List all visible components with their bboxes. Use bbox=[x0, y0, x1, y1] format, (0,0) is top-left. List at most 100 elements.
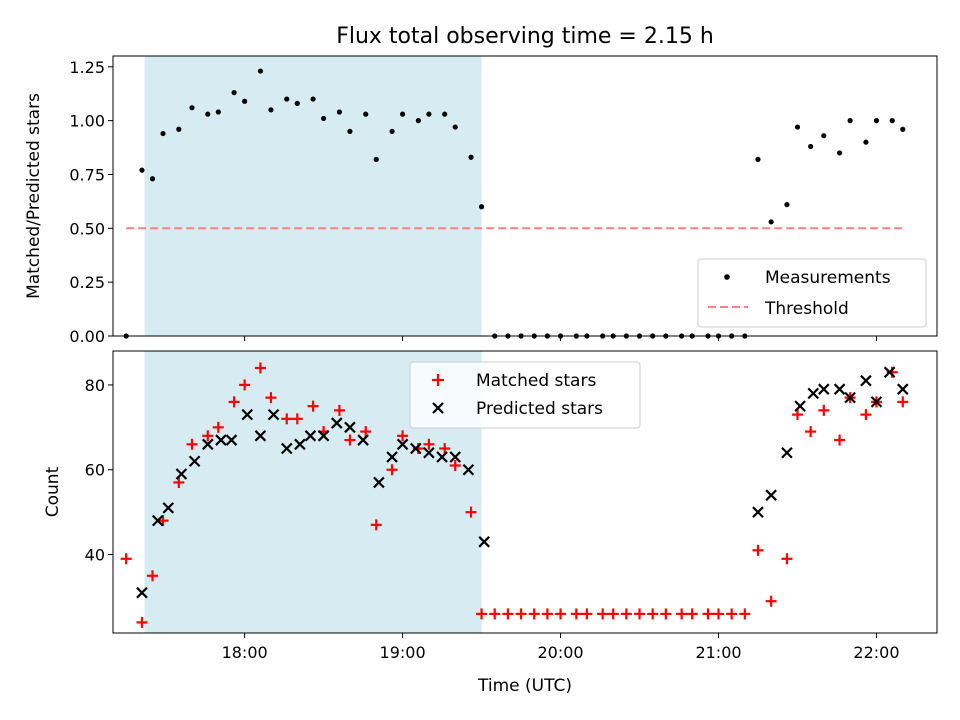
matched-star-point bbox=[515, 608, 527, 620]
top-ytick-label: 0.25 bbox=[69, 273, 105, 292]
predicted-star-point bbox=[818, 383, 830, 395]
predicted-star-point bbox=[162, 502, 175, 514]
legend-predicted-marker bbox=[432, 402, 444, 414]
top-marks bbox=[123, 68, 906, 339]
matched-star-point bbox=[307, 400, 319, 412]
matched-star-point bbox=[739, 608, 751, 620]
bottom-xtick-label: 20:00 bbox=[537, 643, 583, 662]
matched-star-point bbox=[752, 544, 764, 556]
measurement-point bbox=[863, 139, 869, 145]
top-ytick-label: 1.25 bbox=[69, 58, 105, 77]
predicted-star-point bbox=[254, 430, 267, 442]
legend-matched-label: Matched stars bbox=[476, 371, 596, 391]
measurement-point bbox=[415, 118, 421, 124]
predicted-star-point bbox=[201, 438, 214, 451]
matched-star-point bbox=[597, 608, 609, 620]
predicted-star-point bbox=[215, 434, 227, 446]
matched-star-point bbox=[781, 553, 793, 565]
matched-star-point bbox=[676, 608, 688, 620]
matched-star-point bbox=[712, 608, 724, 620]
predicted-star-point bbox=[436, 451, 448, 463]
matched-star-point bbox=[291, 413, 303, 425]
matched-star-point bbox=[834, 434, 846, 446]
measurement-point bbox=[321, 115, 327, 122]
bottom-xticks: 18:00 19:00 20:00 21:00 22:00 bbox=[222, 633, 900, 662]
matched-star-point bbox=[791, 409, 803, 421]
measurement-point bbox=[336, 109, 343, 115]
measurement-point bbox=[478, 204, 485, 210]
measurement-point bbox=[426, 111, 432, 117]
legend-predicted-label: Predicted stars bbox=[476, 399, 603, 419]
matched-star-point bbox=[897, 396, 909, 408]
bottom-legend: Matched stars Predicted stars bbox=[409, 361, 641, 429]
measurement-point bbox=[160, 130, 166, 137]
bottom-ytick-label: 40 bbox=[85, 546, 105, 565]
measurement-point bbox=[768, 219, 774, 225]
matched-star-point bbox=[581, 608, 593, 620]
top-ytick-label: 0.75 bbox=[69, 165, 105, 184]
measurement-point bbox=[215, 109, 221, 115]
matched-star-point bbox=[136, 616, 148, 628]
bottom-yticks: 40 60 80 bbox=[85, 376, 113, 565]
matched-star-point bbox=[212, 421, 224, 433]
matched-star-point bbox=[634, 608, 646, 620]
predicted-star-point bbox=[833, 383, 846, 395]
matched-star-point bbox=[157, 515, 169, 527]
bottom-xlabel: Time (UTC) bbox=[477, 676, 572, 696]
predicted-star-point bbox=[136, 586, 148, 599]
top-ylabel: Matched/Predicted stars bbox=[24, 93, 44, 299]
measurement-point bbox=[900, 126, 906, 132]
matched-star-point bbox=[173, 476, 185, 488]
matched-star-point bbox=[281, 413, 293, 425]
predicted-star-point bbox=[280, 442, 293, 455]
legend-measurements-marker bbox=[724, 274, 730, 280]
matched-star-point bbox=[489, 608, 501, 620]
matched-star-point bbox=[449, 459, 461, 471]
matched-star-point bbox=[439, 443, 451, 455]
predicted-star-point bbox=[449, 451, 462, 463]
top-panel: 0.00 0.25 0.50 0.75 1.00 1.25 Matched/Predict… bbox=[24, 55, 938, 346]
bottom-xtick-label: 22:00 bbox=[853, 643, 899, 662]
matched-star-point bbox=[555, 608, 567, 620]
matched-star-point bbox=[120, 553, 132, 565]
matched-star-point bbox=[228, 396, 240, 408]
measurement-point bbox=[836, 150, 843, 156]
bottom-xtick-label: 21:00 bbox=[695, 643, 741, 662]
predicted-star-point bbox=[188, 455, 201, 468]
matched-star-point bbox=[397, 430, 409, 442]
matched-star-point bbox=[818, 404, 830, 416]
predicted-star-point bbox=[267, 408, 280, 421]
bottom-axes-frame bbox=[112, 350, 938, 634]
measurement-point bbox=[189, 105, 195, 111]
matched-star-point bbox=[502, 608, 514, 620]
predicted-star-point bbox=[870, 396, 883, 408]
matched-star-point bbox=[860, 409, 872, 421]
measurement-point bbox=[268, 107, 274, 113]
matched-star-point bbox=[333, 404, 345, 416]
matched-star-point bbox=[660, 608, 672, 620]
matched-star-point bbox=[265, 392, 277, 404]
predicted-star-point bbox=[752, 506, 764, 518]
predicted-star-point bbox=[330, 417, 343, 429]
matched-star-point bbox=[423, 438, 435, 450]
measurement-point bbox=[347, 128, 353, 134]
bottom-marks bbox=[120, 362, 909, 628]
predicted-star-point bbox=[807, 387, 820, 400]
bottom-panel: 40 60 80 18:00 19:00 20:00 21:00 22:00 Count T… bbox=[43, 350, 938, 696]
predicted-star-point bbox=[896, 383, 909, 395]
bottom-xtick-label: 18:00 bbox=[222, 643, 268, 662]
matched-star-point bbox=[476, 608, 488, 620]
measurement-point bbox=[373, 156, 379, 162]
matched-star-point bbox=[726, 608, 738, 620]
measurement-point bbox=[176, 126, 182, 132]
top-xticks bbox=[244, 336, 877, 341]
measurement-point bbox=[821, 133, 827, 139]
predicted-star-point bbox=[765, 489, 777, 501]
predicted-star-point bbox=[844, 391, 856, 404]
matched-star-point bbox=[607, 608, 619, 620]
measurement-point bbox=[231, 90, 237, 96]
measurement-point bbox=[755, 156, 761, 162]
measurement-point bbox=[363, 111, 369, 117]
top-shade bbox=[144, 56, 482, 336]
chart-title: Flux total observing time = 2.15 h bbox=[336, 24, 714, 49]
